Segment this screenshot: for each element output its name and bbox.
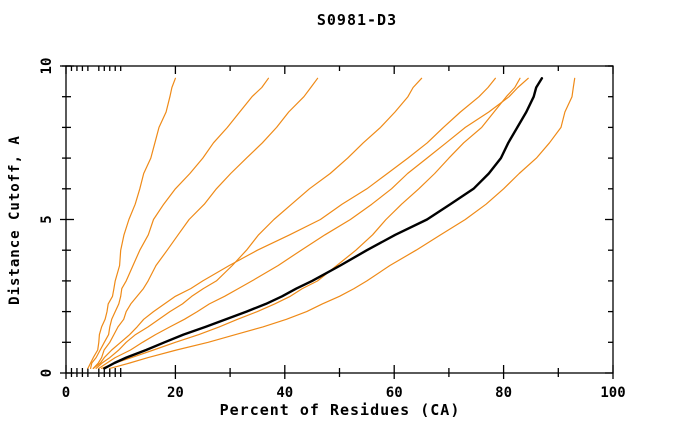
y-axis-label: Distance Cutoff, A bbox=[7, 135, 23, 305]
x-tick-label: 100 bbox=[600, 385, 625, 401]
x-tick-label: 20 bbox=[167, 385, 184, 401]
chart-title: S0981-D3 bbox=[316, 11, 398, 29]
series-model-7 bbox=[100, 77, 521, 369]
y-tick-label: 10 bbox=[39, 58, 55, 75]
x-tick-label: 60 bbox=[386, 385, 403, 401]
x-tick-label: 80 bbox=[495, 385, 512, 401]
series-model-1 bbox=[87, 77, 176, 369]
x-tick-label: 0 bbox=[62, 385, 70, 401]
y-tick-label: 5 bbox=[39, 215, 55, 223]
series-model-2 bbox=[89, 77, 269, 369]
y-tick-label: 0 bbox=[39, 369, 55, 377]
series-model-8 bbox=[109, 77, 576, 369]
series-best-model bbox=[103, 77, 544, 370]
series-model-5 bbox=[92, 77, 496, 369]
series-model-4 bbox=[95, 77, 423, 369]
series-model-6 bbox=[98, 77, 529, 369]
series-model-3 bbox=[92, 77, 319, 369]
x-tick-label: 40 bbox=[276, 385, 293, 401]
x-axis-label: Percent of Residues (CA) bbox=[219, 401, 461, 419]
